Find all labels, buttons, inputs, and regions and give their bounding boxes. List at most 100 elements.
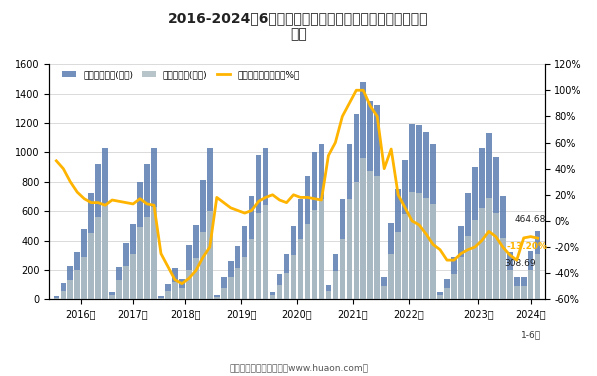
Bar	[200, 232, 205, 299]
Bar	[381, 286, 387, 299]
Bar	[137, 182, 143, 299]
Bar	[451, 257, 457, 299]
Bar	[507, 270, 513, 299]
Bar	[437, 295, 443, 299]
Bar	[165, 284, 171, 299]
Bar	[451, 274, 457, 299]
房地产投资额增速（%）	[353, 88, 360, 92]
Bar	[186, 270, 192, 299]
Bar	[402, 160, 408, 299]
Bar	[444, 288, 450, 299]
Bar	[340, 239, 345, 299]
Bar	[416, 194, 422, 299]
Bar	[374, 105, 380, 299]
Bar	[207, 211, 213, 299]
Bar	[130, 224, 136, 299]
Bar	[361, 158, 366, 299]
房地产投资额增速（%）	[179, 281, 186, 286]
Bar	[528, 270, 534, 299]
Bar	[130, 254, 136, 299]
Bar	[88, 194, 94, 299]
Bar	[124, 265, 129, 299]
Bar	[507, 252, 513, 299]
房地产投资额增速（%）	[116, 199, 123, 203]
Bar	[291, 226, 296, 299]
Bar	[186, 245, 192, 299]
Bar	[333, 271, 338, 299]
Bar	[402, 214, 408, 299]
Bar	[172, 268, 178, 299]
房地产投资额增速（%）	[478, 238, 485, 243]
Bar	[228, 277, 233, 299]
Bar	[67, 280, 73, 299]
Bar	[221, 277, 226, 299]
Bar	[75, 270, 80, 299]
Bar	[144, 164, 150, 299]
Bar	[207, 148, 213, 299]
Bar	[179, 279, 184, 299]
Bar	[235, 246, 241, 299]
Bar	[124, 244, 129, 299]
Bar	[102, 148, 108, 299]
Bar	[325, 285, 331, 299]
Bar	[256, 212, 261, 299]
Bar	[67, 265, 73, 299]
Bar	[214, 295, 220, 299]
Bar	[374, 176, 380, 299]
Bar	[346, 199, 352, 299]
Bar	[465, 194, 470, 299]
Bar	[249, 196, 254, 299]
Bar	[430, 144, 436, 299]
Bar	[458, 257, 464, 299]
Bar	[423, 198, 429, 299]
Bar	[389, 223, 394, 299]
Bar	[270, 295, 275, 299]
Text: 2016-2024年6月新疆维吾尔自治区房地产投资额及住宅投
资额: 2016-2024年6月新疆维吾尔自治区房地产投资额及住宅投 资额	[168, 11, 429, 41]
Bar	[423, 132, 429, 299]
Bar	[60, 283, 66, 299]
房地产投资额增速（%）	[206, 245, 213, 249]
Bar	[486, 198, 492, 299]
Bar	[249, 239, 254, 299]
Bar	[458, 226, 464, 299]
Legend: 房地产投资额(亿元), 住宅投资额(亿元), 房地产投资额增速（%）: 房地产投资额(亿元), 住宅投资额(亿元), 房地产投资额增速（%）	[59, 66, 303, 82]
Bar	[333, 254, 338, 299]
Bar	[200, 180, 205, 299]
Bar	[479, 208, 485, 299]
Bar	[472, 220, 478, 299]
Bar	[514, 277, 519, 299]
Bar	[472, 167, 478, 299]
Bar	[284, 254, 290, 299]
Bar	[521, 277, 527, 299]
Bar	[235, 268, 241, 299]
Bar	[395, 189, 401, 299]
Bar	[75, 252, 80, 299]
Bar	[500, 196, 506, 299]
Bar	[528, 251, 534, 299]
房地产投资额增速（%）	[325, 153, 332, 158]
Bar	[54, 296, 59, 299]
Bar	[368, 171, 373, 299]
Bar	[116, 280, 122, 299]
Bar	[242, 226, 248, 299]
Bar	[521, 286, 527, 299]
Bar	[486, 133, 492, 299]
Bar	[361, 82, 366, 299]
Bar	[116, 267, 122, 299]
Bar	[60, 291, 66, 299]
Bar	[151, 207, 157, 299]
Bar	[96, 164, 101, 299]
Bar	[263, 148, 269, 299]
Line: 房地产投资额增速（%）: 房地产投资额增速（%）	[56, 90, 538, 284]
Bar	[284, 273, 290, 299]
Bar	[410, 192, 415, 299]
Bar	[353, 182, 359, 299]
Bar	[340, 199, 345, 299]
Text: 308.69: 308.69	[504, 259, 536, 267]
Bar	[165, 291, 171, 299]
Bar	[256, 155, 261, 299]
Bar	[395, 232, 401, 299]
Bar	[144, 217, 150, 299]
Bar	[312, 210, 317, 299]
Bar	[514, 286, 519, 299]
